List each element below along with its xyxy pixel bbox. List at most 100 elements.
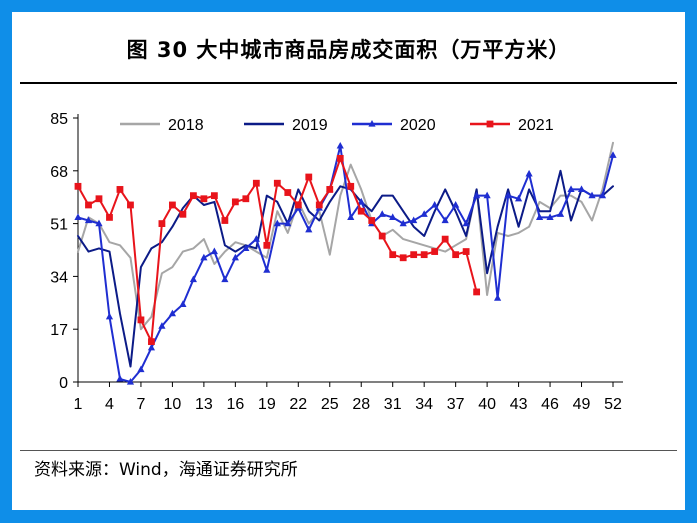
legend-label: 2020 (400, 117, 436, 134)
data-point (74, 182, 82, 190)
data-point (378, 232, 386, 240)
x-tick-label: 19 (258, 396, 276, 413)
data-point (431, 248, 439, 255)
data-point (137, 316, 145, 324)
data-point (273, 179, 281, 187)
data-point (169, 201, 176, 209)
legend-marker (486, 120, 494, 128)
data-point (504, 191, 512, 199)
data-point (368, 217, 376, 224)
chart-axes (77, 114, 623, 383)
data-point (168, 309, 177, 317)
data-point (147, 343, 156, 351)
data-point (158, 220, 166, 227)
data-point (242, 244, 250, 252)
line-chart: 0 17 34 51 68 85 1 4 7 10 13 16 19 22 25 28 31 34 37 40 43 4… (50, 111, 623, 413)
data-point (452, 251, 460, 259)
data-point (200, 195, 208, 203)
data-point (441, 235, 449, 243)
series-2021 (74, 154, 481, 346)
data-point (535, 213, 544, 220)
legend-item: 2018 (120, 117, 204, 134)
data-point (577, 185, 586, 193)
data-point (231, 198, 239, 206)
legend-item: 2020 (352, 117, 436, 134)
data-point (189, 192, 197, 200)
data-point (514, 194, 523, 202)
data-point (189, 275, 197, 283)
data-point (263, 266, 271, 273)
data-point (242, 195, 250, 203)
data-point (326, 186, 334, 193)
x-tick-label: 10 (164, 396, 182, 413)
data-point (210, 247, 218, 255)
data-point (231, 253, 239, 261)
x-tick-label: 25 (321, 396, 339, 413)
data-point (105, 312, 114, 320)
data-point (410, 251, 418, 259)
y-tick-label: 34 (50, 269, 68, 286)
y-tick-label: 51 (50, 217, 68, 234)
data-point (546, 213, 554, 220)
y-tick-label: 0 (59, 375, 68, 392)
data-point (116, 374, 124, 382)
legend-label: 2018 (168, 117, 204, 134)
data-point (473, 191, 481, 199)
data-point (598, 191, 607, 199)
data-point (420, 210, 428, 217)
data-point (389, 251, 397, 259)
data-point (273, 219, 281, 227)
data-point (357, 197, 365, 205)
data-point (126, 378, 135, 385)
data-point (284, 219, 292, 227)
legend-label: 2019 (292, 117, 328, 134)
x-tick-label: 37 (447, 396, 465, 413)
data-point (399, 254, 407, 262)
x-tick-label: 49 (573, 396, 591, 413)
chart-series (74, 141, 617, 385)
data-point (389, 213, 397, 220)
data-point (95, 219, 103, 227)
data-point (221, 275, 229, 283)
data-point (399, 219, 407, 227)
series-2020 (74, 141, 617, 385)
data-point (567, 185, 575, 193)
figure-frame: 图 30 大中城市商品房成交面积（万平方米） 0 17 34 51 68 85 1 4 7 10… (12, 12, 685, 510)
data-point (525, 169, 533, 177)
x-tick-label: 1 (74, 396, 83, 413)
legend-marker (368, 120, 376, 127)
title-divider (20, 82, 677, 84)
data-point (315, 201, 323, 209)
data-point (473, 288, 481, 296)
figure-title: 图 30 大中城市商品房成交面积（万平方米） (126, 38, 571, 62)
data-point (347, 182, 355, 190)
data-point (148, 338, 155, 346)
y-tick-label: 85 (50, 111, 68, 128)
data-point (221, 217, 229, 224)
data-point (200, 253, 208, 261)
data-point (263, 241, 271, 249)
x-tick-label: 34 (415, 396, 433, 413)
data-point (494, 294, 502, 301)
data-point (106, 213, 113, 221)
legend-item: 2019 (244, 117, 328, 134)
data-point (378, 210, 386, 217)
data-point (462, 219, 470, 227)
data-point (609, 151, 617, 158)
data-point (158, 322, 166, 329)
y-tick-label: 17 (50, 322, 68, 339)
x-tick-label: 28 (352, 396, 370, 413)
data-point (441, 216, 449, 224)
x-tick-label: 46 (541, 396, 559, 413)
data-point (210, 192, 218, 200)
data-point (137, 365, 145, 373)
x-tick-label: 43 (510, 396, 528, 413)
data-point (410, 216, 418, 224)
data-point (336, 154, 344, 162)
x-tick-label: 13 (195, 396, 213, 413)
legend-item: 2021 (470, 117, 554, 134)
data-point (462, 248, 470, 255)
x-tick-label: 31 (384, 396, 402, 413)
data-point (347, 213, 355, 220)
x-axis-ticks: 1 4 7 10 13 16 19 22 25 28 31 34 37 40 43 46 49 52 (74, 382, 622, 413)
